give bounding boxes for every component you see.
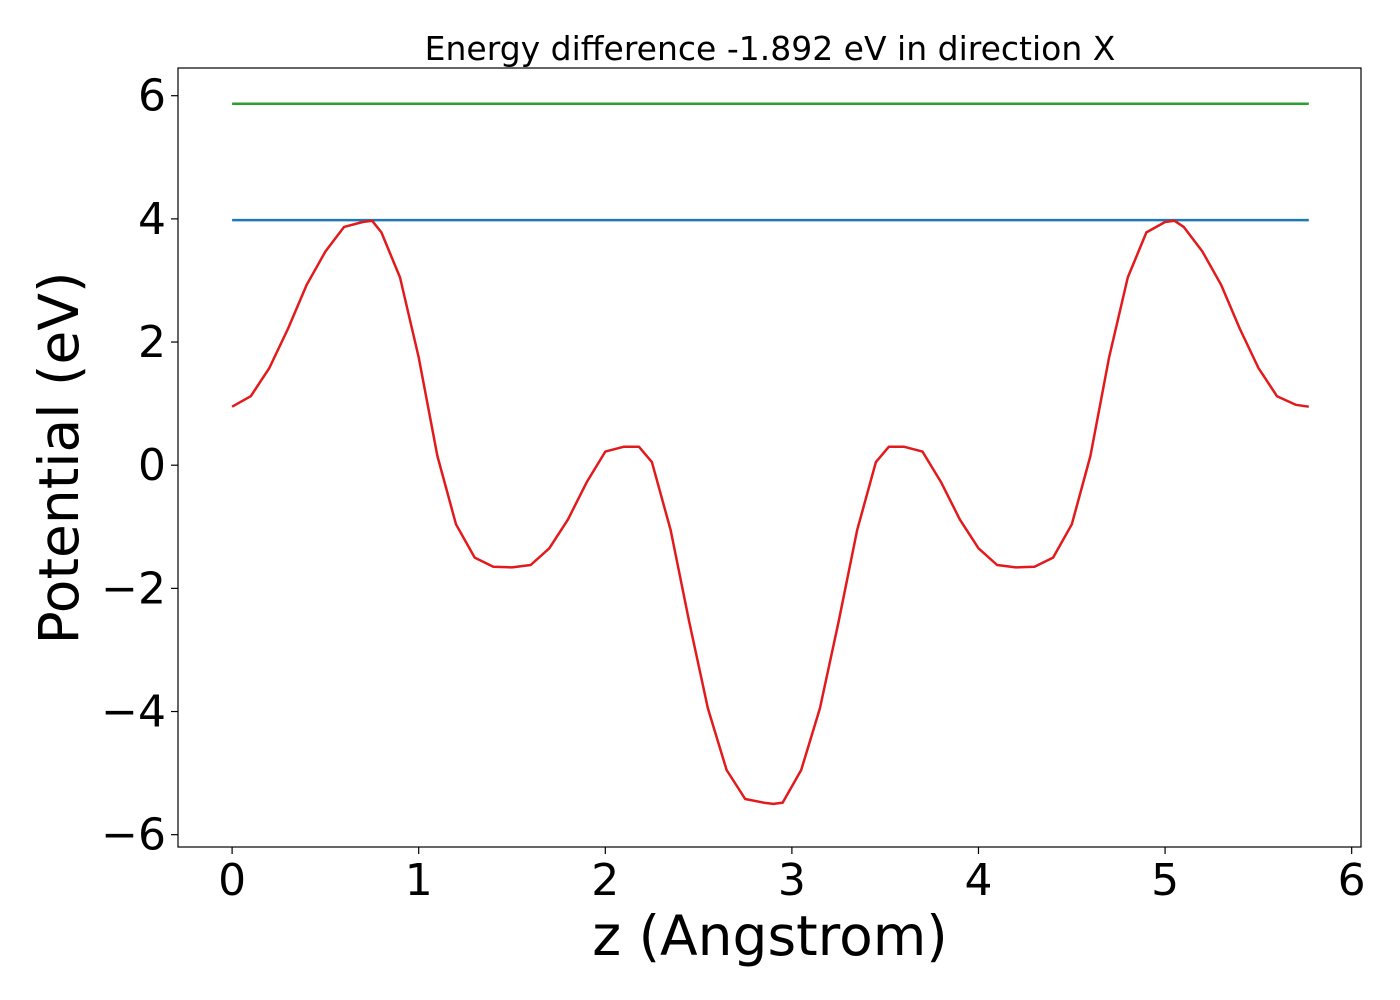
y-tick-label: 2	[138, 317, 166, 368]
chart-title: Energy difference -1.892 eV in direction…	[425, 29, 1116, 68]
y-tick-label: 6	[138, 71, 166, 122]
y-tick-label: −2	[101, 563, 166, 614]
x-tick-label: 1	[405, 855, 433, 906]
tick-layer: 0 1 2 3 4 5 6 −6 −4 −2 0 2 4 6	[101, 71, 1366, 906]
x-tick-label: 0	[218, 855, 246, 906]
x-tick-label: 3	[778, 855, 806, 906]
y-axis-label: Potential (eV)	[27, 272, 91, 645]
x-tick-label: 5	[1151, 855, 1179, 906]
series-line-2	[231, 219, 1309, 806]
y-tick-label: 0	[138, 440, 166, 491]
x-axis-label: z (Angstrom)	[592, 904, 948, 968]
y-tick-label: 4	[138, 194, 166, 245]
series-layer	[231, 102, 1309, 806]
y-tick-label: −6	[101, 810, 166, 861]
x-tick-label: 2	[591, 855, 619, 906]
plot-frame	[177, 67, 1362, 848]
x-tick-label: 6	[1338, 855, 1366, 906]
y-tick-label: −4	[101, 687, 166, 738]
x-tick-label: 4	[964, 855, 992, 906]
